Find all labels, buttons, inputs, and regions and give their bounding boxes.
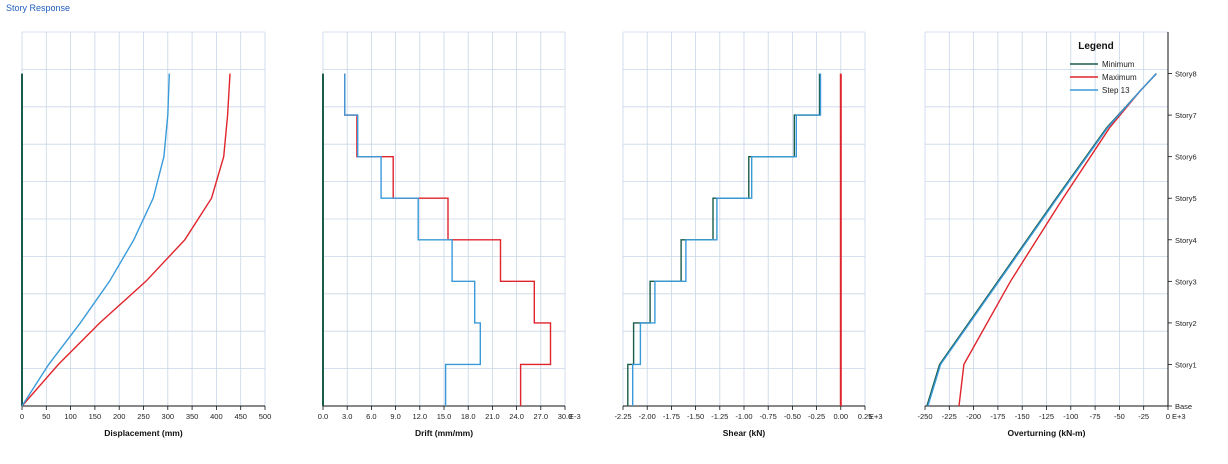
chart-shear: -2.25 -2.00 -1.75 -1.50 -1.25 -1.00 -0.75 -0.50… (614, 31, 883, 438)
series-line-step (927, 73, 1157, 407)
x-tick-label: 21.0 (485, 412, 500, 421)
x-tick-label: -175 (990, 412, 1005, 421)
x-tick-label: 3.0 (342, 412, 352, 421)
x-tick-label: -0.50 (784, 412, 801, 421)
series-line-maximum (21, 73, 231, 407)
x-tick-label: -0.25 (808, 412, 825, 421)
series-line-step (21, 73, 170, 407)
x-tick-label: -2.25 (614, 412, 631, 421)
x-tick-label: -25 (1138, 412, 1149, 421)
x-axis-label: Overturning (kN-m) (1008, 428, 1086, 438)
x-tick-label: 30.0 (558, 412, 573, 421)
x-tick-label: 250 (137, 412, 150, 421)
legend: Legend Minimum Maximum Step 13 (1070, 41, 1137, 95)
story-label: Story3 (1175, 277, 1197, 286)
x-axis-label: Displacement (mm) (104, 428, 183, 438)
x-axis-label: Shear (kN) (723, 428, 766, 438)
x-tick-label: 6.0 (366, 412, 376, 421)
x-tick-label: 350 (186, 412, 199, 421)
x-tick-label: 0.0 (318, 412, 328, 421)
x-tick-label: 400 (210, 412, 223, 421)
story-label: Story2 (1175, 319, 1197, 328)
story-label: Story8 (1175, 70, 1197, 79)
chart-drift: 0.0 3.0 6.0 9.0 12.0 15.0 18.0 21.0 24.0 27.0 30.0… (318, 31, 581, 438)
series-line-step (344, 73, 481, 406)
x-tick-label: -1.25 (711, 412, 728, 421)
x-tick-label: -1.00 (735, 412, 752, 421)
chart-overturning: -250 -225 -200 -175 -150 -125 -100 -75 -50 -25 0 E+… (917, 31, 1186, 438)
series-line-minimum (926, 73, 1157, 407)
x-tick-label: -200 (966, 412, 981, 421)
legend-entry-label: Maximum (1102, 73, 1137, 82)
x-tick-label: -250 (917, 412, 932, 421)
x-tick-label: 15.0 (437, 412, 452, 421)
x-tick-label: 9.0 (390, 412, 400, 421)
x-tick-label: 0 (20, 412, 24, 421)
x-tick-label: 500 (259, 412, 272, 421)
x-tick-label: 18.0 (461, 412, 476, 421)
x-tick-label: 0 (1166, 412, 1170, 421)
x-tick-label: 200 (113, 412, 126, 421)
legend-entry-label: Step 13 (1102, 86, 1130, 95)
x-axis-unit-suffix: E+3 (869, 412, 883, 421)
x-tick-label: 0.00 (833, 412, 848, 421)
x-tick-label: -1.50 (687, 412, 704, 421)
window-title: Story Response (6, 3, 71, 13)
x-axis-label: Drift (mm/mm) (415, 428, 473, 438)
x-tick-label: 12.0 (412, 412, 427, 421)
series-line-minimum (627, 73, 821, 406)
story-axis: Base Story1 Story2 Story3 Story4 Story5 Story6… (1167, 32, 1197, 411)
x-axis-unit-suffix: E+3 (1172, 412, 1186, 421)
x-tick-label: 450 (234, 412, 247, 421)
story-label: Story1 (1175, 360, 1197, 369)
x-tick-label: 50 (42, 412, 50, 421)
story-label: Story7 (1175, 111, 1197, 120)
story-label: Story4 (1175, 236, 1197, 245)
x-tick-label: 0.25 (858, 412, 873, 421)
x-tick-label: -2.00 (639, 412, 656, 421)
legend-entry-label: Minimum (1102, 60, 1135, 69)
x-tick-label: -100 (1063, 412, 1078, 421)
x-tick-label: -225 (942, 412, 957, 421)
x-tick-label: -1.75 (663, 412, 680, 421)
x-tick-label: 100 (64, 412, 77, 421)
story-label: Story6 (1175, 153, 1197, 162)
x-tick-label: -150 (1015, 412, 1030, 421)
chart-displacement: 0 50 100 150 200 250 300 350 400 450 500 Displaceme… (20, 31, 272, 438)
x-tick-label: 27.0 (533, 412, 548, 421)
x-tick-label: 150 (89, 412, 102, 421)
x-tick-label: 300 (162, 412, 175, 421)
series-line-maximum (958, 73, 1157, 407)
series-line-step (632, 73, 822, 406)
x-tick-label: -75 (1090, 412, 1101, 421)
story-label: Base (1175, 402, 1192, 411)
x-tick-label: -0.75 (760, 412, 777, 421)
story-label: Story5 (1175, 194, 1197, 203)
x-tick-label: -125 (1039, 412, 1054, 421)
series-line-maximum (344, 73, 552, 406)
legend-title: Legend (1078, 41, 1114, 52)
x-tick-label: -50 (1114, 412, 1125, 421)
x-tick-label: 24.0 (509, 412, 524, 421)
x-axis-unit-suffix: E-3 (569, 412, 581, 421)
